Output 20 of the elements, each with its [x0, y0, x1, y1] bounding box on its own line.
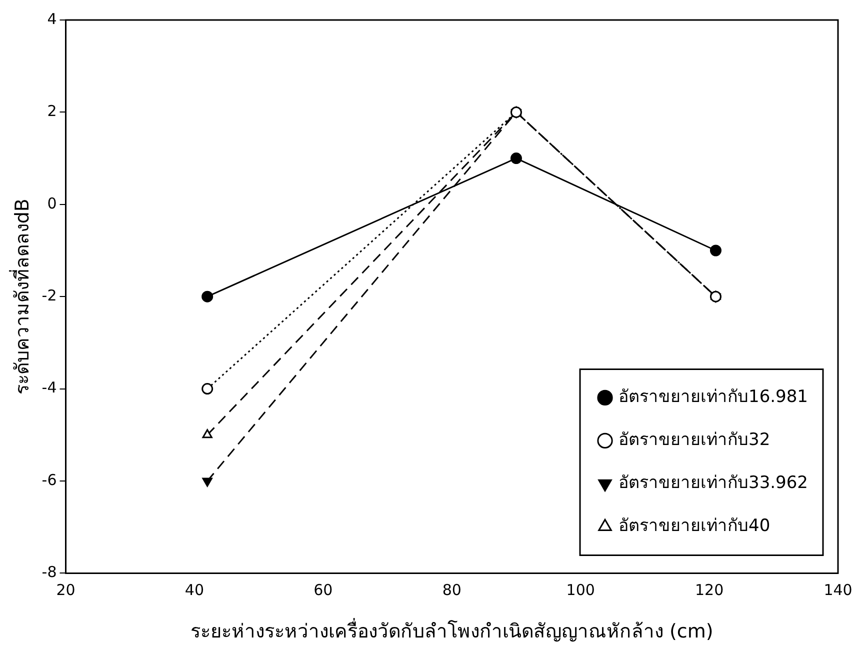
x-tick-label: 60: [314, 581, 333, 600]
y-tick-label: 2: [47, 102, 57, 120]
legend-label: อัตราขยายเท่ากับ32: [618, 430, 770, 450]
y-tick-label: -8: [42, 563, 57, 582]
y-tick-label: 0: [47, 194, 57, 212]
y-tick-label: -2: [42, 286, 57, 304]
y-tick-label: -6: [42, 470, 57, 489]
y-axis-title: ระดับความดังที่ลดลงdB: [8, 198, 34, 395]
x-tick-label: 80: [442, 581, 462, 600]
x-tick-label: 40: [184, 581, 204, 600]
x-tick-label: 20: [56, 581, 76, 600]
y-tick-label: -4: [42, 378, 57, 397]
y-tick-label: 4: [47, 10, 57, 28]
legend-label: อัตราขยายเท่ากับ33.962: [618, 473, 808, 494]
legend-label: อัตราขยายเท่ากับ40: [618, 516, 770, 536]
x-axis-title: ระยะห่างระหว่างเครื่องวัดกับลำโพงกำเนิดสัญญาณหักล้าง (cm): [190, 618, 714, 643]
legend-label: อัตราขยายเท่ากับ16.981: [618, 387, 808, 408]
x-tick-label: 100: [566, 581, 595, 600]
x-tick-label: 120: [694, 581, 724, 600]
x-tick-label: 140: [824, 581, 852, 600]
